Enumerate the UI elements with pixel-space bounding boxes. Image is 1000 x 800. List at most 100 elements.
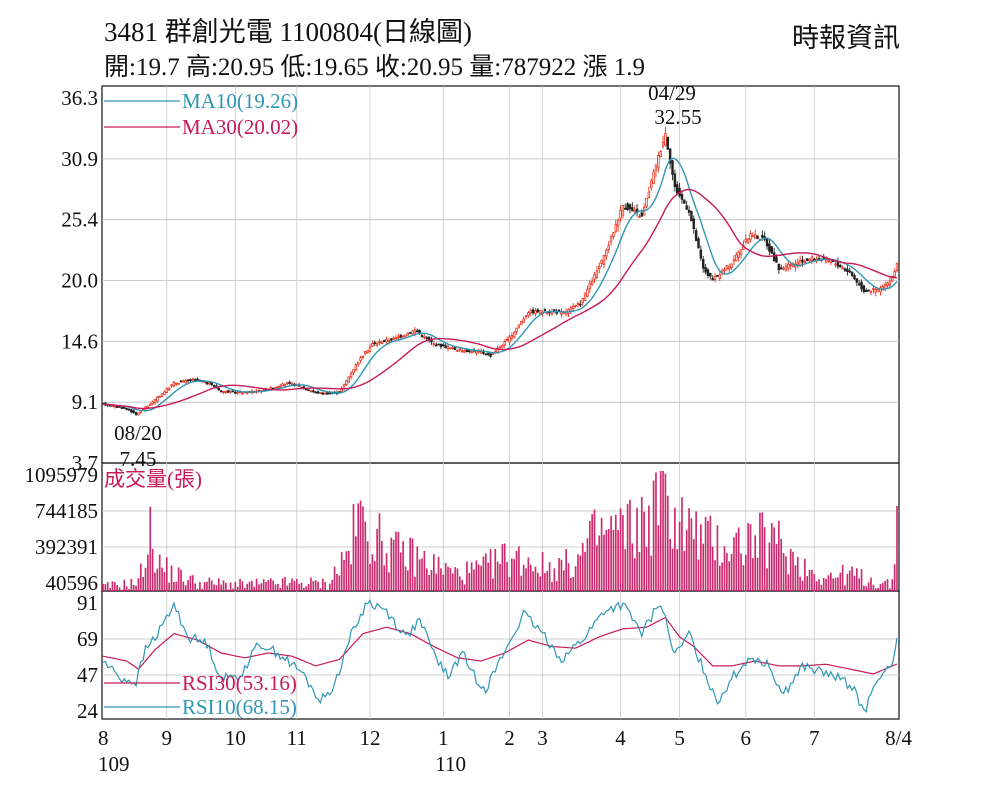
volume-bar — [607, 529, 610, 591]
volume-bar — [773, 527, 775, 591]
volume-bar — [674, 507, 676, 591]
volume-bar — [165, 557, 168, 591]
volume-bar — [570, 577, 572, 591]
volume-bar — [865, 586, 868, 591]
volume-bar — [477, 564, 480, 591]
volume-bar — [567, 563, 570, 591]
volume-bar — [799, 576, 801, 591]
candle-body — [633, 210, 636, 213]
volume-bar — [251, 580, 253, 591]
volume-bar — [371, 554, 374, 591]
volume-bar — [248, 581, 251, 591]
volume-bar — [891, 579, 894, 591]
volume-bar — [357, 503, 360, 591]
volume-bar — [733, 537, 735, 591]
volume-bar — [610, 516, 612, 591]
volume-bar — [884, 580, 887, 591]
volume-bar — [210, 580, 213, 591]
volume-bar — [640, 496, 643, 591]
volume-bar — [433, 554, 435, 591]
rsi10-line — [102, 598, 898, 713]
candle-body — [475, 350, 478, 354]
volume-bar — [454, 567, 456, 591]
candle-body — [586, 289, 589, 297]
candle-body — [673, 173, 677, 188]
volume-bar — [778, 520, 780, 591]
candle-body — [796, 261, 799, 265]
y-tick-label: 69 — [77, 627, 98, 651]
source-label: 時報資訊 — [792, 23, 900, 53]
low-value-label: 7.45 — [120, 447, 157, 471]
candle-body — [872, 288, 875, 290]
candle-body — [761, 235, 764, 238]
candle-body — [380, 342, 384, 344]
y-tick-label: 392391 — [35, 535, 98, 559]
volume-bar — [574, 566, 577, 591]
candle-body — [366, 350, 369, 353]
candle-body — [621, 205, 625, 216]
volume-bar — [856, 568, 858, 591]
x-month-label: 3 — [537, 726, 548, 750]
candle-body — [765, 237, 769, 247]
volume-bar — [225, 582, 227, 591]
volume-bar — [515, 550, 518, 591]
candle-body — [189, 379, 192, 381]
volume-bar — [844, 585, 846, 591]
candle-body — [371, 343, 374, 347]
candle-body — [848, 270, 851, 273]
candle-body — [510, 335, 514, 339]
candle-body — [321, 392, 324, 395]
candle-body — [770, 246, 773, 254]
candle-body — [115, 406, 119, 408]
volume-bar — [756, 557, 759, 591]
volume-bar — [851, 566, 853, 591]
candle-body — [517, 324, 521, 328]
y-tick-label: 20.0 — [61, 269, 98, 293]
volume-bar — [463, 584, 466, 591]
volume-bar — [300, 582, 303, 591]
y-tick-label: 1095979 — [25, 463, 99, 487]
candle-body — [286, 382, 289, 385]
volume-bar — [180, 569, 182, 591]
volume-bar — [813, 574, 816, 591]
volume-bar — [685, 529, 688, 591]
candle-body — [846, 268, 849, 272]
volume-bar — [830, 572, 832, 591]
candle-body — [491, 353, 495, 355]
candle-body — [134, 412, 138, 415]
candle-body — [524, 315, 528, 318]
candle-body — [857, 283, 861, 286]
candle-body — [616, 219, 620, 227]
volume-bar — [102, 583, 104, 591]
volume-bar — [399, 552, 402, 591]
candle-body — [638, 216, 641, 218]
candle-body — [203, 381, 206, 384]
volume-bar — [676, 549, 679, 591]
candle-body — [718, 274, 721, 279]
quote-summary: 開:19.7 高:20.95 低:19.65 收:20.95 量:787922 … — [104, 54, 645, 81]
volume-bar — [144, 567, 147, 591]
volume-bar — [163, 571, 166, 591]
volume-bar — [480, 565, 482, 591]
candle-body — [829, 259, 833, 264]
candle-body — [699, 249, 703, 259]
volume-bar — [288, 582, 291, 591]
volume-bar — [775, 543, 778, 591]
volume-bar — [839, 572, 842, 591]
volume-bar — [506, 561, 508, 591]
volume-bar — [520, 575, 523, 591]
volume-bar — [886, 579, 889, 591]
candle-body — [130, 409, 133, 413]
candle-body — [701, 259, 705, 269]
volume-bar — [558, 558, 560, 591]
candle-body — [281, 383, 284, 387]
volume-bar — [681, 497, 683, 591]
candle-body — [664, 133, 667, 146]
y-tick-label: 744185 — [35, 499, 98, 523]
volume-bar — [534, 566, 537, 591]
volume-bar — [352, 504, 355, 591]
volume-bar — [121, 589, 123, 591]
volume-bar — [258, 584, 260, 591]
ma10-line — [102, 157, 898, 412]
